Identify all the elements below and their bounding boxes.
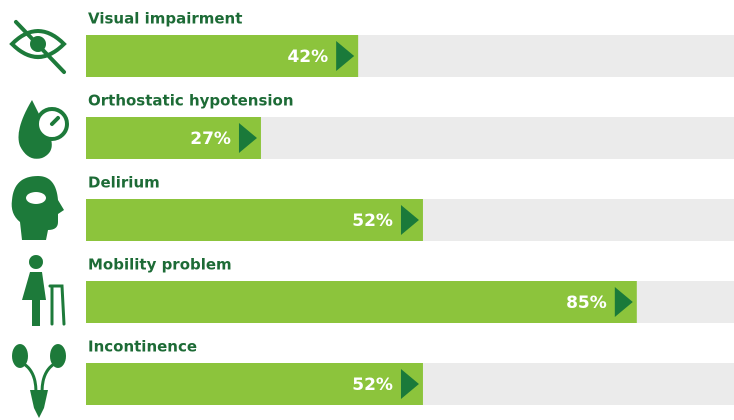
bar (86, 281, 637, 323)
bar (86, 117, 261, 159)
icons (9, 20, 69, 418)
eye-icon (9, 20, 67, 74)
category-label: Incontinence (88, 338, 197, 356)
value-label: 27% (190, 129, 231, 149)
bar-arrow (336, 41, 355, 71)
bar (86, 199, 423, 241)
bar (86, 35, 359, 77)
category-label: Mobility problem (88, 256, 232, 274)
bar-arrow (238, 123, 257, 153)
value-label: 42% (287, 47, 328, 67)
bar-arrow (614, 287, 633, 317)
bar-arrow (400, 205, 419, 235)
walker-icon (22, 255, 66, 326)
value-label: 85% (566, 293, 607, 313)
drop-gauge-icon (18, 100, 69, 159)
bar-arrow (400, 369, 419, 399)
category-label: Visual impairment (88, 10, 242, 28)
bar (86, 363, 423, 405)
value-label: 52% (352, 211, 393, 231)
category-label: Delirium (88, 174, 160, 192)
head-icon (11, 176, 64, 240)
value-label: 52% (352, 375, 393, 395)
kidney-icon (12, 344, 66, 418)
category-label: Orthostatic hypotension (88, 92, 294, 110)
